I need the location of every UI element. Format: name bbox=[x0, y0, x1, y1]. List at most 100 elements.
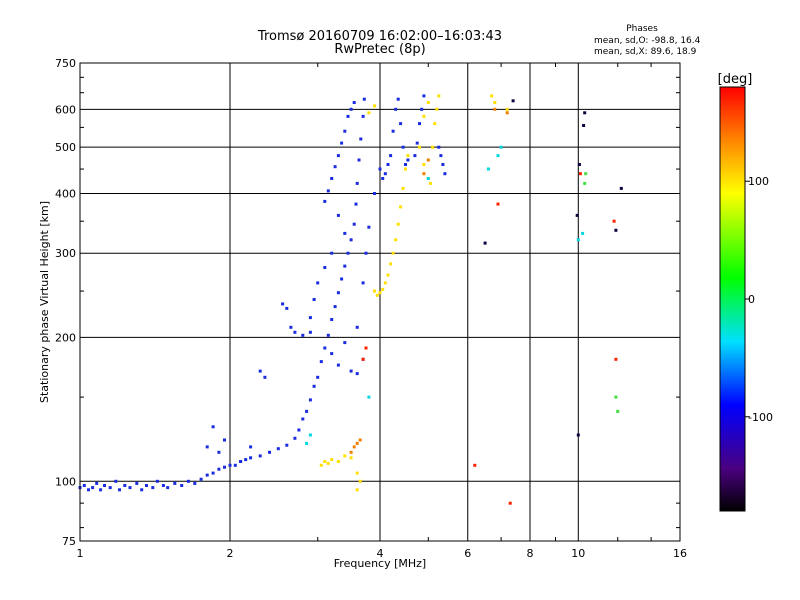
x-tick-label: 16 bbox=[673, 547, 687, 560]
data-point bbox=[354, 202, 358, 206]
data-point bbox=[336, 291, 340, 295]
data-point bbox=[612, 219, 616, 223]
colorbar-tick-label: 100 bbox=[748, 175, 769, 188]
data-point bbox=[343, 264, 347, 268]
data-point bbox=[349, 107, 353, 111]
data-point bbox=[263, 375, 267, 379]
data-point bbox=[316, 375, 320, 379]
data-point bbox=[330, 177, 334, 180]
data-point bbox=[357, 158, 361, 162]
data-point bbox=[418, 122, 421, 126]
data-point bbox=[333, 165, 337, 169]
data-point bbox=[355, 325, 359, 329]
data-point bbox=[493, 101, 497, 104]
data-point bbox=[323, 266, 327, 269]
data-point bbox=[576, 238, 580, 242]
data-point bbox=[355, 181, 359, 185]
data-point bbox=[340, 141, 344, 145]
x-tick-label: 2 bbox=[227, 547, 234, 560]
data-point bbox=[441, 163, 445, 166]
data-point bbox=[433, 122, 437, 126]
data-point bbox=[301, 333, 305, 337]
data-point bbox=[308, 316, 312, 320]
data-point bbox=[352, 222, 356, 226]
data-point bbox=[361, 281, 365, 285]
data-point bbox=[95, 481, 99, 485]
data-point bbox=[99, 488, 103, 492]
data-point bbox=[330, 251, 334, 255]
data-point bbox=[123, 484, 127, 487]
data-point bbox=[343, 231, 347, 235]
data-point bbox=[443, 172, 447, 176]
data-point bbox=[349, 456, 353, 460]
data-point bbox=[340, 277, 344, 281]
data-point bbox=[355, 441, 359, 445]
data-point bbox=[401, 145, 405, 149]
data-point bbox=[301, 417, 305, 421]
data-point bbox=[386, 273, 390, 277]
data-point bbox=[378, 167, 382, 171]
data-point bbox=[349, 369, 353, 373]
colorbar: [deg] -100 0 100 bbox=[718, 72, 773, 512]
data-point bbox=[582, 124, 586, 127]
data-point bbox=[293, 330, 297, 334]
data-point bbox=[373, 192, 376, 195]
data-point bbox=[258, 369, 262, 373]
data-point bbox=[87, 488, 90, 492]
data-point bbox=[285, 306, 289, 310]
data-point bbox=[375, 293, 379, 297]
y-tick-label: 300 bbox=[55, 247, 76, 260]
data-point bbox=[490, 94, 494, 98]
data-point bbox=[249, 445, 253, 449]
data-point bbox=[305, 441, 309, 445]
data-point bbox=[404, 167, 407, 171]
data-point bbox=[249, 456, 253, 460]
data-point bbox=[289, 325, 293, 329]
data-point bbox=[420, 107, 424, 111]
data-point bbox=[373, 104, 376, 108]
data-point bbox=[145, 484, 148, 487]
data-point bbox=[223, 438, 226, 442]
data-point bbox=[217, 450, 221, 454]
data-point bbox=[364, 251, 368, 255]
data-point bbox=[508, 501, 512, 505]
data-point bbox=[493, 107, 497, 111]
data-point bbox=[140, 488, 144, 492]
data-point bbox=[422, 114, 426, 118]
data-point bbox=[293, 436, 297, 440]
data-point bbox=[82, 484, 86, 487]
data-point bbox=[364, 346, 368, 350]
data-point bbox=[308, 330, 312, 334]
data-point bbox=[428, 181, 432, 185]
data-point bbox=[312, 384, 316, 388]
data-point bbox=[367, 225, 371, 229]
data-point bbox=[330, 352, 334, 356]
data-point bbox=[91, 486, 95, 490]
data-point bbox=[381, 287, 385, 291]
data-point bbox=[103, 484, 106, 487]
data-point bbox=[319, 360, 323, 364]
colorbar-label: [deg] bbox=[718, 72, 753, 87]
data-point bbox=[349, 450, 353, 454]
phases-title: Phases bbox=[626, 24, 658, 34]
data-point bbox=[577, 163, 581, 166]
data-point bbox=[483, 241, 487, 245]
data-point bbox=[367, 111, 371, 115]
data-point bbox=[499, 145, 503, 149]
data-point bbox=[319, 463, 323, 467]
data-point bbox=[166, 486, 170, 490]
data-point bbox=[581, 231, 585, 235]
data-point bbox=[391, 251, 395, 255]
data-point bbox=[415, 141, 419, 145]
data-point bbox=[352, 101, 356, 104]
data-point bbox=[391, 129, 395, 133]
data-point bbox=[584, 172, 588, 176]
data-point bbox=[323, 346, 327, 350]
data-point bbox=[118, 488, 121, 492]
data-point bbox=[211, 425, 215, 429]
y-tick-label: 750 bbox=[55, 57, 76, 70]
data-point bbox=[616, 409, 620, 413]
y-tick-label: 600 bbox=[55, 103, 76, 116]
data-point bbox=[486, 167, 490, 171]
